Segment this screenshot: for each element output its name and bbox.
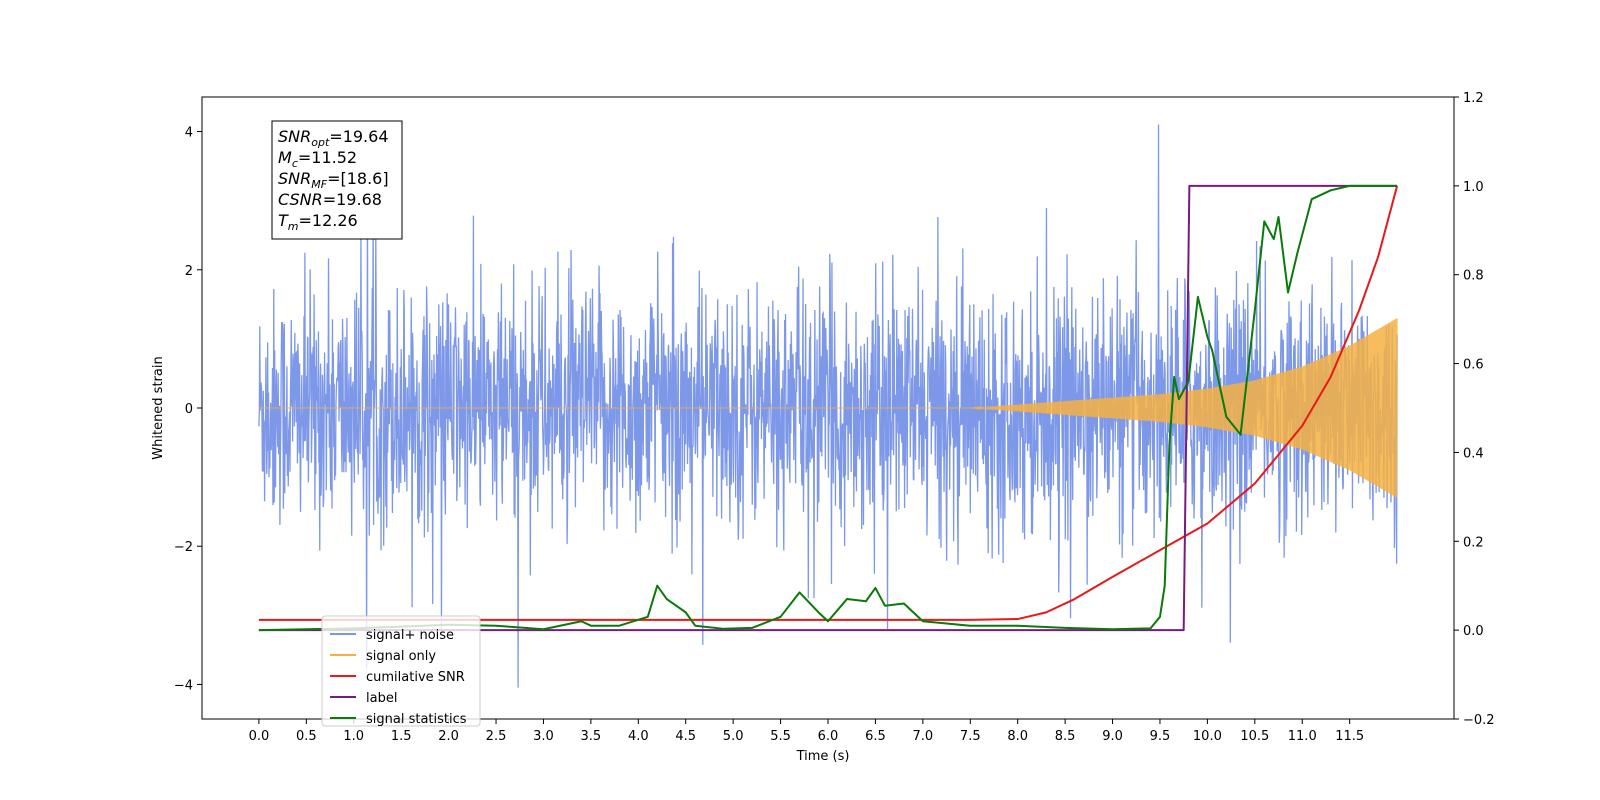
annotation-value: =[18.6] [327,169,389,188]
annotation-line: Mc=11.52 [278,148,357,170]
x-tick-label: 9.5 [1150,729,1171,744]
x-tick-label: 1.0 [343,729,364,744]
x-tick-label: 0.5 [296,729,317,744]
x-tick-label: 10.5 [1240,729,1269,744]
x-tick-label: 3.5 [581,729,602,744]
x-tick-label: 7.0 [913,729,934,744]
x-tick-label: 3.0 [533,729,554,744]
x-tick-label: 8.5 [1055,729,1076,744]
legend-entry: cumilative SNR [366,670,465,685]
x-tick-label: 4.0 [628,729,649,744]
y-axis-left: −4 −2 0 2 4 [174,126,202,693]
annotation-line: CSNR=19.68 [278,190,382,209]
x-tick-label: 2.0 [438,729,459,744]
annotation-symbol: CSNR [278,190,323,209]
y-left-tick-label: −2 [174,540,193,555]
y-axis-right: −0.2 0.0 0.2 0.4 0.6 0.8 1.0 1.2 [1454,91,1495,728]
annotation-symbol: T [278,211,289,230]
legend-frame [321,615,481,727]
annotation-value: =19.68 [323,190,382,209]
y-axis-label-left: Whitened strain [151,356,166,459]
y-left-tick-label: 4 [185,126,193,141]
y-right-tick-label: −0.2 [1463,713,1495,728]
annotation-box: SNRopt=19.64Mc=11.52SNRMF=[18.6]CSNR=19.… [271,120,403,240]
y-right-tick-label: 0.6 [1463,358,1484,373]
x-tick-label: 0.0 [249,729,270,744]
series-line-signal-statistics [258,184,1398,632]
x-axis-label: Time (s) [796,749,850,764]
legend-entry: signal only [366,649,436,664]
x-tick-label: 4.5 [675,729,696,744]
annotation-value: =12.26 [299,211,358,230]
annotation-subscript: c [292,157,298,170]
x-tick-label: 11.5 [1335,729,1364,744]
annotation-line: SNRMF=[18.6] [278,169,389,191]
annotation-value: =11.52 [298,148,357,167]
annotation-symbol: SNR [278,169,311,188]
y-right-tick-label: 0.4 [1463,446,1484,461]
series-line-signal-only [258,318,1398,498]
x-tick-label: 6.0 [818,729,839,744]
annotation-value: =19.64 [329,127,388,146]
annotation-line: Tm=12.26 [278,211,358,233]
x-tick-label: 5.0 [723,729,744,744]
x-tick-label: 7.5 [960,729,981,744]
y-left-tick-label: 2 [185,264,193,279]
y-right-tick-label: 0.0 [1463,624,1484,639]
y-left-tick-label: −4 [174,678,193,693]
annotation-frame [271,120,403,240]
x-tick-label: 8.0 [1007,729,1028,744]
annotation-subscript: m [288,220,299,233]
y-right-tick-label: 1.2 [1463,91,1484,106]
x-tick-label: 11.0 [1288,729,1317,744]
series-line-label [258,184,1398,632]
y-right-tick-label: 0.8 [1463,269,1484,284]
annotation-subscript: opt [311,136,330,149]
annotation-symbol: SNR [278,127,311,146]
legend-entry: label [366,691,397,706]
annotation-symbol: M [278,148,292,167]
x-tick-label: 5.5 [770,729,791,744]
y-right-tick-label: 0.2 [1463,535,1484,550]
x-axis: 0.0 0.5 1.0 1.5 2.0 2.5 3.0 3.5 4.0 4.5 5.0 5.5 6.0 6… [249,719,1364,744]
series-line-cumulative-snr [258,185,1399,621]
x-tick-label: 9.0 [1102,729,1123,744]
legend: signal+ noise signal only cumilative SNR la… [321,615,481,727]
x-tick-label: 10.0 [1193,729,1222,744]
y-left-tick-label: 0 [185,402,193,417]
y-right-tick-label: 1.0 [1463,180,1484,195]
legend-entry: signal statistics [366,712,467,727]
x-tick-label: 2.5 [486,729,507,744]
series-layer [258,124,1399,688]
x-tick-label: 6.5 [865,729,886,744]
x-tick-label: 1.5 [391,729,412,744]
annotation-subscript: MF [311,178,327,191]
legend-entry: signal+ noise [366,628,454,643]
annotation-line: SNRopt=19.64 [278,127,389,149]
